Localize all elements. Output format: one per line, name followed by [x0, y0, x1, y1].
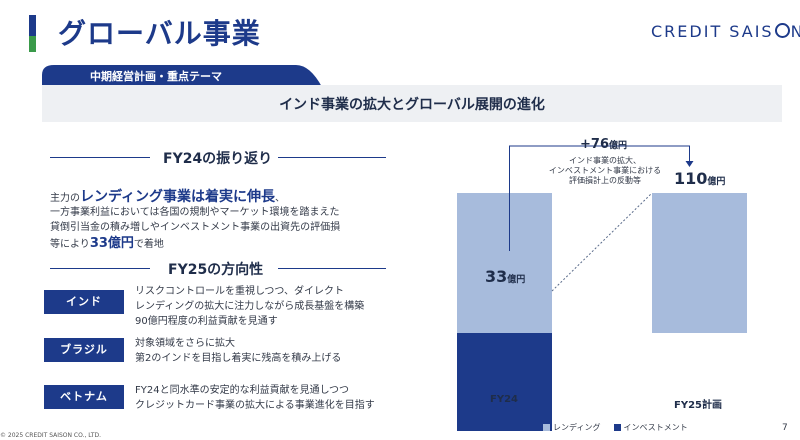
country-desc-vietnam: FY24と同水準の安定的な利益貢献を見通しつつ クレジットカード事業の拡大による…	[135, 385, 375, 411]
country-desc-india: リスクコントロールを重視しつつ、ダイレクト レンディングの拡大に注力しながら成長…	[135, 286, 365, 327]
copyright: © 2025 CREDIT SAISON CO., LTD.	[0, 432, 102, 439]
page-title: グローバル事業	[58, 17, 261, 50]
legend-label-investment: インベストメント	[623, 423, 688, 432]
delta-arrowhead	[685, 161, 694, 167]
page-number: 7	[782, 423, 788, 433]
review-heading: FY24の振り返り	[163, 151, 273, 167]
section-divider	[278, 157, 386, 158]
country-label-vietnam: ベトナム	[44, 385, 124, 409]
bar-lending-1	[652, 193, 747, 333]
section-divider	[278, 268, 386, 269]
bar-lending-0	[457, 193, 552, 333]
review-line-2: 一方事業利益においては各国の規制やマーケット環境を踏まえた	[50, 207, 340, 218]
legend-swatch-lending	[543, 424, 550, 431]
country-label-india: インド	[44, 290, 124, 314]
legend-label-lending: レンディング	[553, 423, 601, 432]
brand-logo: CREDIT SAIS N	[651, 22, 800, 41]
bar-investment-0	[457, 333, 552, 431]
theme-tag-label: 中期経営計画・重点テーマ	[90, 70, 222, 83]
category-label-fy24: FY24	[490, 394, 518, 405]
theme-banner-text: インド事業の拡大とグローバル展開の進化	[279, 97, 545, 113]
title-accent-bar-green	[29, 36, 36, 52]
delta-label: +76億円	[580, 137, 627, 152]
review-amount: 33億円	[89, 236, 134, 251]
direction-heading: FY25の方向性	[168, 262, 264, 278]
category-label-fy25: FY25計画	[674, 400, 722, 411]
country-label-brazil: ブラジル	[44, 338, 124, 362]
title-accent-bar	[29, 15, 36, 36]
theme-banner	[42, 85, 782, 122]
review-line-3: 貸倒引当金の積み増しやインベストメント事業の出資先の評価損	[50, 222, 341, 233]
total-label-fy24: 33億円	[485, 267, 526, 286]
review-line-1: 主力のレンディング事業は着実に伸長、	[50, 189, 286, 205]
delta-note: インド事業の拡大、 インベストメント事業における 評価損計上の反動等	[548, 156, 662, 185]
section-divider	[50, 268, 150, 269]
review-emphasis: レンディング事業は着実に伸長	[80, 189, 276, 205]
chart-legend: レンディング インベストメント	[543, 422, 688, 433]
country-desc-brazil: 対象領域をさらに拡大 第2のインドを目指し着実に残高を積み上げる	[135, 338, 342, 364]
review-line-4: 等により33億円で着地	[50, 236, 164, 251]
total-label-fy25: 110億円	[674, 169, 726, 188]
delta-bracket	[509, 145, 690, 251]
legend-swatch-investment	[613, 424, 621, 431]
brand-logo-o-mark	[774, 23, 790, 38]
delta-connector	[551, 192, 653, 292]
theme-tag	[42, 65, 322, 87]
section-divider	[50, 157, 150, 158]
